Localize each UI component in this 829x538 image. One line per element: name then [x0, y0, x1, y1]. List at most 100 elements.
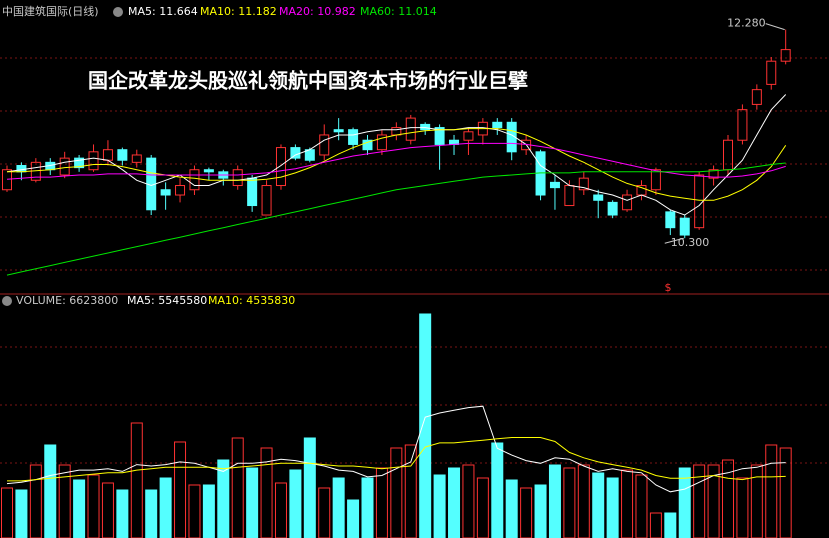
candle-body — [175, 185, 186, 196]
headline: 国企改革龙头股巡礼领航中国资本市场的行业巨擘 — [88, 69, 528, 93]
candle-body — [362, 139, 373, 151]
candle-body — [275, 147, 286, 187]
volume-bar — [635, 474, 648, 538]
candle-body — [391, 127, 402, 136]
legend-entry: VOLUME: 6623800 — [16, 294, 118, 307]
volume-bar — [404, 444, 417, 538]
candle-body — [405, 117, 416, 141]
volume-bar — [462, 464, 475, 538]
volume-bar — [347, 499, 360, 538]
candle-body — [492, 121, 503, 129]
candle-body — [737, 109, 748, 141]
candle-body — [434, 127, 445, 145]
ma-line — [6, 142, 786, 180]
volume-bar — [332, 477, 345, 538]
volume-bar — [73, 479, 86, 538]
volume-bar — [202, 484, 215, 538]
annotation-label: 10.300 — [671, 236, 710, 249]
volume-bar — [145, 489, 158, 538]
volume-bar — [58, 464, 71, 538]
volume-bar — [520, 487, 533, 538]
candle-body — [261, 185, 272, 216]
volume-bar — [361, 477, 374, 538]
volume-bar — [765, 444, 778, 538]
volume-bar — [606, 477, 619, 538]
volume-bar — [375, 467, 388, 538]
candle-body — [376, 134, 387, 151]
volume-bar — [433, 474, 446, 538]
candle-body — [708, 169, 719, 179]
volume-bar — [1, 487, 13, 538]
candle-body — [665, 211, 676, 229]
volume-bar — [246, 467, 259, 538]
ma-line — [6, 94, 787, 216]
candle-body — [593, 194, 604, 201]
candle-body — [319, 134, 330, 156]
candle-body — [506, 121, 517, 153]
volume-bar — [130, 422, 143, 538]
candle-body — [131, 154, 142, 163]
candle-body — [232, 169, 243, 187]
candle-body — [694, 174, 705, 229]
volume-bar — [736, 477, 749, 538]
legend-entry: MA10: 11.182 — [200, 5, 277, 18]
volume-bar — [15, 489, 28, 538]
volume-bar — [289, 469, 302, 538]
chart-title: 中国建筑国际(日线) — [2, 4, 99, 18]
candle-body — [2, 169, 12, 191]
candle-body — [74, 157, 85, 169]
volume-bar — [476, 477, 489, 538]
volume-bar — [678, 467, 691, 538]
candle-body — [751, 89, 762, 105]
candle-body — [247, 177, 258, 207]
volume-bar — [491, 442, 504, 538]
volume-bar — [87, 474, 100, 538]
candle-body — [766, 60, 777, 85]
volume-bar — [693, 464, 706, 538]
candle-body — [607, 201, 618, 216]
volume-bar — [577, 464, 590, 538]
ma-line — [6, 405, 786, 493]
candle-body — [564, 185, 575, 207]
volume-bar — [563, 467, 576, 538]
volume-bar — [779, 447, 792, 538]
candle-body — [622, 194, 633, 211]
volume-bar — [621, 469, 634, 538]
candle-body — [679, 217, 690, 236]
annotation-arrow — [765, 23, 785, 31]
volume-bar — [649, 512, 662, 538]
volume-bar — [44, 444, 57, 538]
volume-bar — [116, 489, 129, 538]
candle-body — [59, 157, 70, 176]
annotation-label: 12.280 — [727, 17, 766, 30]
volume-bar — [318, 487, 331, 538]
volume-bar — [274, 482, 287, 538]
candle-body — [549, 181, 560, 189]
candle-body — [650, 169, 661, 191]
candle-body — [88, 151, 99, 171]
legend-entry: MA60: 11.014 — [360, 5, 437, 18]
candle-body — [723, 139, 733, 171]
volume-bar — [419, 313, 432, 538]
volume-bar — [231, 437, 244, 538]
menu-icon[interactable] — [113, 7, 123, 17]
candle-body — [117, 149, 128, 161]
volume-bar — [548, 464, 561, 538]
volume-bar — [750, 464, 763, 538]
candle-body — [780, 49, 791, 62]
volume-bar — [101, 482, 114, 538]
legend-entry: MA5: 5545580 — [127, 294, 207, 307]
candle-body — [578, 177, 589, 191]
candle-body — [16, 165, 27, 173]
legend-entry: MA5: 11.664 — [128, 5, 198, 18]
menu-icon[interactable] — [2, 296, 12, 306]
volume-bar — [390, 447, 403, 538]
ma-line — [6, 162, 786, 276]
candle-body — [333, 129, 344, 133]
volume-bar — [707, 464, 720, 538]
candle-body — [420, 123, 431, 131]
volume-bar — [534, 484, 547, 538]
volume-bar — [159, 477, 172, 538]
volume-bar — [29, 464, 42, 538]
